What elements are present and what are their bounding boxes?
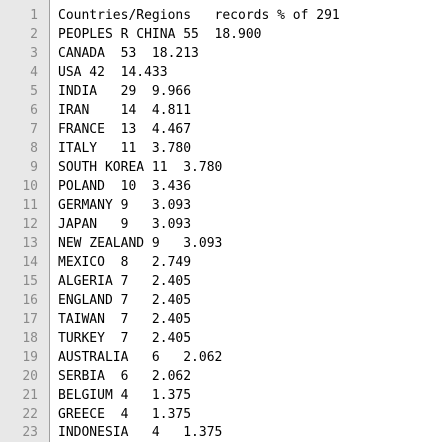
line-text[interactable]: USA 42 14.433: [58, 65, 168, 80]
editor-line[interactable]: 11 GERMANY 9 3.093: [0, 196, 442, 215]
line-number: 23: [22, 425, 38, 440]
line-number: 12: [22, 217, 38, 232]
line-number: 4: [30, 65, 38, 80]
line-number: 3: [30, 46, 38, 61]
editor-line[interactable]: 12 JAPAN 9 3.093: [0, 215, 442, 234]
line-number-gutter: [0, 0, 50, 442]
line-text[interactable]: NEW ZEALAND 9 3.093: [58, 236, 223, 251]
line-text[interactable]: SERBIA 6 2.062: [58, 369, 192, 384]
line-number: 9: [30, 160, 38, 175]
line-number: 22: [22, 407, 38, 422]
line-text[interactable]: POLAND 10 3.436: [58, 179, 192, 194]
line-number: 18: [22, 331, 38, 346]
editor-line[interactable]: 13 NEW ZEALAND 9 3.093: [0, 234, 442, 253]
line-number: 8: [30, 141, 38, 156]
line-number: 14: [22, 255, 38, 270]
line-text[interactable]: TAIWAN 7 2.405: [58, 312, 192, 327]
line-number: 20: [22, 369, 38, 384]
editor-line[interactable]: 22 GREECE 4 1.375: [0, 405, 442, 424]
line-text[interactable]: ALGERIA 7 2.405: [58, 274, 192, 289]
line-number: 11: [22, 198, 38, 213]
line-text[interactable]: PEOPLES R CHINA 55 18.900: [58, 27, 262, 42]
line-text[interactable]: FRANCE 13 4.467: [58, 122, 192, 137]
line-number: 2: [30, 27, 38, 42]
editor-line[interactable]: 20 SERBIA 6 2.062: [0, 367, 442, 386]
editor-line[interactable]: 10 POLAND 10 3.436: [0, 177, 442, 196]
editor-line[interactable]: 5 INDIA 29 9.966: [0, 82, 442, 101]
line-number: 17: [22, 312, 38, 327]
editor-line[interactable]: 23 INDONESIA 4 1.375: [0, 423, 442, 442]
editor-line[interactable]: 6 IRAN 14 4.811: [0, 101, 442, 120]
editor-line[interactable]: 16 ENGLAND 7 2.405: [0, 291, 442, 310]
line-text[interactable]: MEXICO 8 2.749: [58, 255, 192, 270]
editor-line[interactable]: 18 TURKEY 7 2.405: [0, 329, 442, 348]
editor-line[interactable]: 9 SOUTH KOREA 11 3.780: [0, 158, 442, 177]
editor-line[interactable]: 14 MEXICO 8 2.749: [0, 253, 442, 272]
editor-line[interactable]: 17 TAIWAN 7 2.405: [0, 310, 442, 329]
line-text[interactable]: TURKEY 7 2.405: [58, 331, 192, 346]
line-text[interactable]: IRAN 14 4.811: [58, 103, 192, 118]
line-number: 19: [22, 350, 38, 365]
line-number: 6: [30, 103, 38, 118]
line-number: 21: [22, 388, 38, 403]
editor-line[interactable]: 2 PEOPLES R CHINA 55 18.900: [0, 25, 442, 44]
line-number: 7: [30, 122, 38, 137]
editor-line[interactable]: 8 ITALY 11 3.780: [0, 139, 442, 158]
line-text[interactable]: JAPAN 9 3.093: [58, 217, 192, 232]
line-number: 16: [22, 293, 38, 308]
line-number: 1: [30, 8, 38, 23]
line-text[interactable]: AUSTRALIA 6 2.062: [58, 350, 223, 365]
line-text[interactable]: ITALY 11 3.780: [58, 141, 192, 156]
line-number: 15: [22, 274, 38, 289]
line-number: 13: [22, 236, 38, 251]
line-text[interactable]: GERMANY 9 3.093: [58, 198, 192, 213]
line-text[interactable]: GREECE 4 1.375: [58, 407, 192, 422]
editor-line[interactable]: 15 ALGERIA 7 2.405: [0, 272, 442, 291]
line-text[interactable]: BELGIUM 4 1.375: [58, 388, 192, 403]
line-text[interactable]: SOUTH KOREA 11 3.780: [58, 160, 223, 175]
line-text[interactable]: Countries/Regions records % of 291: [58, 8, 340, 23]
line-text[interactable]: CANADA 53 18.213: [58, 46, 199, 61]
editor-line[interactable]: 7 FRANCE 13 4.467: [0, 120, 442, 139]
editor-line[interactable]: 21 BELGIUM 4 1.375: [0, 386, 442, 405]
line-text[interactable]: INDIA 29 9.966: [58, 84, 192, 99]
editor-line[interactable]: 3 CANADA 53 18.213: [0, 44, 442, 63]
editor-line[interactable]: 19 AUSTRALIA 6 2.062: [0, 348, 442, 367]
line-text[interactable]: INDONESIA 4 1.375: [58, 425, 223, 440]
line-number: 5: [30, 84, 38, 99]
line-number: 10: [22, 179, 38, 194]
editor-line[interactable]: 1 Countries/Regions records % of 291: [0, 6, 442, 25]
line-text[interactable]: ENGLAND 7 2.405: [58, 293, 192, 308]
editor-line[interactable]: 4 USA 42 14.433: [0, 63, 442, 82]
